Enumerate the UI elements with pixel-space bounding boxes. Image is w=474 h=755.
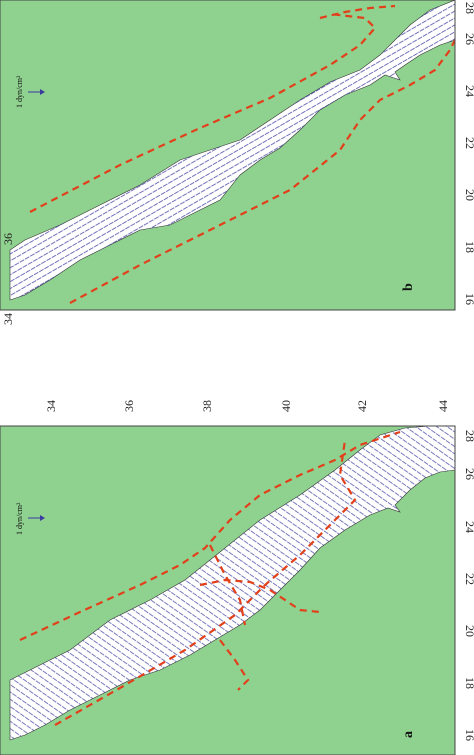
panel-a-dashed-cross-2 [199,578,321,614]
panel-a-lon-ticks: 44 42 40 38 36 34 [44,400,450,412]
svg-text:26: 26 [463,33,474,45]
panel-b-frame [0,0,456,311]
panel-b-lon-ticks: 34 36 38 [1,233,15,325]
svg-text:38: 38 [200,400,214,412]
svg-text:28: 28 [463,2,474,14]
svg-text:24: 24 [463,521,474,533]
panel-a-dashed-cross-3 [219,639,250,691]
svg-text:42: 42 [355,400,369,412]
svg-text:28: 28 [463,430,474,442]
svg-text:40: 40 [279,400,293,412]
panel-b-dashed-upper [29,12,377,213]
svg-text:18: 18 [463,677,474,689]
panel-b-lat-ticks-right: 28 26 24 22 20 18 16 14 [463,2,474,305]
svg-text:24: 24 [463,85,474,97]
svg-text:36: 36 [1,233,15,245]
svg-text:16: 16 [463,729,474,741]
svg-text:16: 16 [463,293,474,305]
panel-a: 1 dyn/cm² a [0,425,456,755]
panel-b-scale: 1 dyn/cm² [15,75,45,108]
panel-a-frame [0,425,456,755]
svg-text:22: 22 [463,573,474,585]
panel-b-dashed-lower [69,39,455,304]
panel-a-scale: 1 dyn/cm² [15,502,45,535]
panel-b-dashed-mouth [319,4,396,20]
panel-a-dashed-lower [19,430,401,641]
panel-b-scale-label: 1 dyn/cm² [15,75,24,108]
svg-text:34: 34 [1,313,15,325]
panel-a-dashed-cross-1 [209,544,247,626]
svg-text:44: 44 [436,400,450,412]
svg-text:20: 20 [463,625,474,637]
svg-text:26: 26 [463,468,474,480]
svg-text:34: 34 [44,400,58,412]
panel-b-letter: b [401,283,416,291]
svg-text:20: 20 [463,189,474,201]
svg-text:36: 36 [122,400,136,412]
svg-text:22: 22 [463,137,474,149]
panel-a-dashed-upper [54,439,357,726]
svg-text:18: 18 [463,241,474,253]
panel-a-lat-ticks: 28 26 24 22 20 18 16 [463,430,474,741]
panel-b: 1 dyn/cm² b [0,0,456,311]
panel-a-letter: a [401,731,416,738]
panel-a-scale-label: 1 dyn/cm² [15,502,24,535]
